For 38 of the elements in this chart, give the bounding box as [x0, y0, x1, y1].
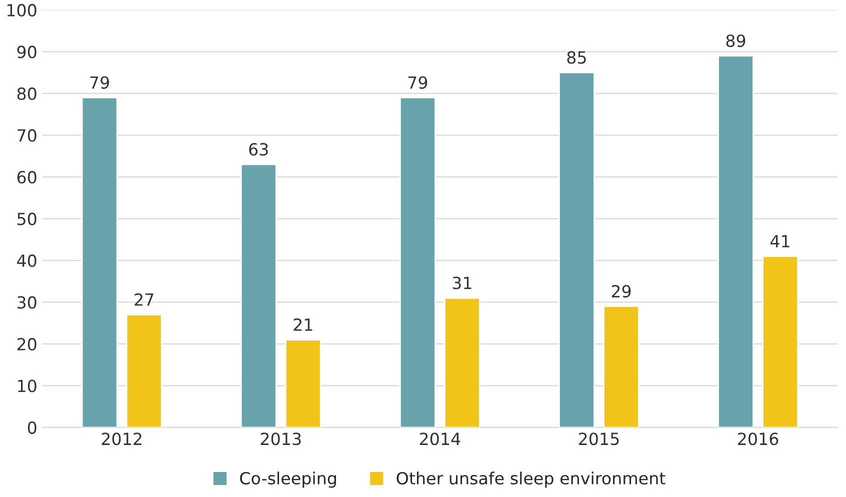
data-label: 27 [134, 293, 154, 306]
data-label: 41 [770, 235, 790, 248]
bar [126, 314, 162, 428]
bar [603, 306, 640, 428]
data-label: 79 [408, 76, 428, 89]
y-tick-label: 90 [17, 46, 36, 58]
bar [718, 55, 754, 428]
data-label: 85 [567, 51, 586, 64]
legend-label: Co-sleeping [240, 472, 336, 488]
y-tick-label: 80 [17, 87, 36, 100]
legend-label: Other unsafe sleep environment [396, 472, 666, 488]
data-label: 89 [726, 34, 746, 48]
x-tick-label: 2013 [260, 432, 301, 446]
bar [444, 297, 480, 428]
bar [240, 164, 277, 428]
y-tick-label: 50 [18, 212, 36, 226]
y-tick-label: 30 [18, 296, 36, 309]
x-tick-label: 2014 [420, 432, 460, 446]
bar [284, 339, 322, 428]
y-tick-label: 40 [17, 254, 36, 267]
x-tick-label: 2016 [738, 432, 778, 446]
data-label: 21 [294, 318, 312, 331]
bar [81, 96, 118, 428]
x-tick-label: 2015 [578, 432, 619, 446]
data-label: 29 [612, 284, 631, 298]
bar [399, 96, 436, 428]
y-tick-label: 0 [28, 421, 36, 434]
y-tick-label: 10 [18, 380, 36, 392]
x-tick-label: 2012 [102, 432, 142, 446]
y-tick-label: 100 [7, 4, 36, 17]
data-label: 63 [249, 143, 268, 156]
y-tick-label: 60 [17, 170, 36, 184]
y-tick-label: 20 [17, 338, 36, 350]
data-label: 79 [90, 76, 109, 89]
data-label: 31 [452, 276, 472, 290]
bar [762, 256, 798, 428]
y-tick-label: 70 [18, 129, 36, 142]
bar [558, 72, 595, 428]
